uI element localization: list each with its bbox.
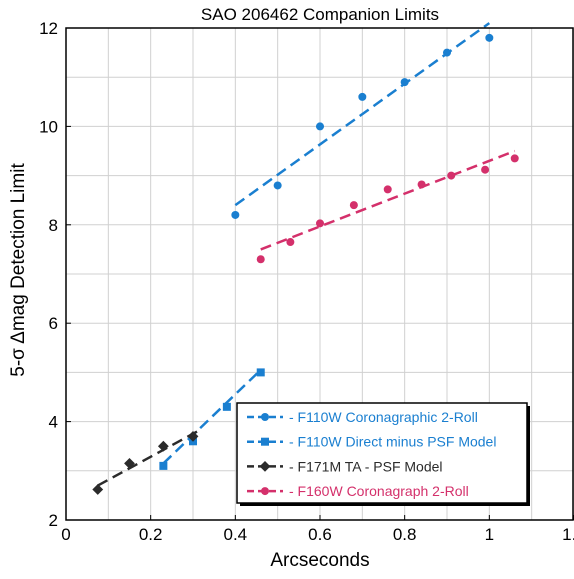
x-tick-label: 0.4 [224,525,248,544]
legend-label: - F110W Direct minus PSF Model [289,434,496,450]
y-tick-label: 6 [49,314,58,333]
data-point-series-1 [273,181,282,190]
y-tick-label: 2 [49,511,58,530]
x-tick-label: 0.6 [308,525,332,544]
y-tick-label: 10 [39,117,58,136]
data-point-series-1 [485,33,494,42]
data-point-series-2 [159,461,168,470]
x-tick-label: 0.2 [139,525,163,544]
y-tick-label: 8 [49,216,58,235]
tick-labels: 0 0.2 0.4 0.6 0.8 1 1.2 2 4 6 8 10 12 [39,19,574,544]
trendline-series-2 [162,369,262,465]
legend-marker [261,437,269,446]
data-point-series-2 [222,402,231,411]
y-axis-label: 5-σ Δmag Detection Limit [8,163,29,377]
y-tick-label: 4 [49,413,58,432]
data-point-series-4 [316,219,324,228]
data-point-series-1 [231,210,240,219]
legend-label: - F171M TA - PSF Model [289,458,443,474]
trendline-series-3 [97,430,198,487]
data-points [92,33,519,495]
x-tick-label: 0 [61,525,70,544]
trendline-series-4 [260,149,516,251]
data-point-series-4 [510,154,519,163]
legend-marker [259,461,271,472]
data-point-series-4 [256,255,265,264]
data-point-series-3 [187,430,199,442]
data-point-series-3 [124,458,135,469]
data-point-series-3 [92,484,104,495]
legend-label: - F160W Coronagraph 2-Roll [289,483,469,499]
data-point-series-2 [256,368,265,377]
x-axis-label: Arcseconds [270,550,369,571]
data-point-series-1 [443,48,451,57]
data-point-series-4 [447,171,456,180]
y-tick-label: 12 [39,19,58,38]
legend-box [236,402,528,504]
data-point-series-4 [349,201,358,210]
legend-marker [261,487,269,496]
data-point-series-4 [481,165,490,174]
legend: - F110W Coronagraphic 2-Roll - F110W Dire… [236,402,530,506]
x-tick-label: 1.2 [562,525,574,544]
data-point-series-3 [157,440,169,452]
data-point-series-4 [383,185,392,194]
data-point-series-4 [286,238,295,247]
data-point-series-1 [400,78,409,87]
data-point-series-1 [358,92,367,101]
chart-title: SAO 206462 Companion Limits [201,5,439,24]
x-tick-label: 0.8 [393,525,417,544]
data-point-series-1 [316,122,324,131]
legend-marker [261,413,269,421]
legend-label: - F110W Coronagraphic 2-Roll [289,409,478,425]
x-tick-label: 1 [485,525,494,544]
data-point-series-4 [417,180,426,189]
